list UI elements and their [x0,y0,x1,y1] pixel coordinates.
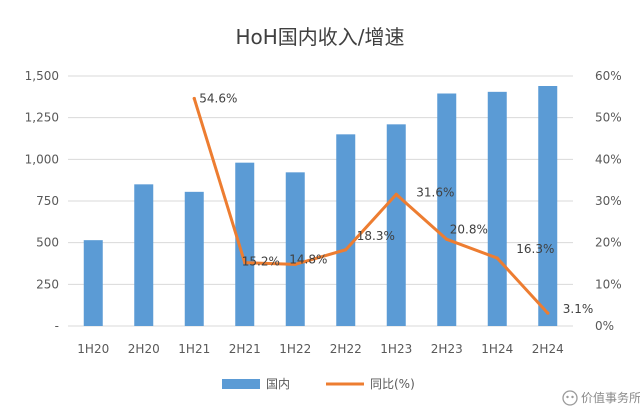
line-point [394,192,398,196]
line-path [192,97,550,315]
y-right-tick-label: 10% [595,277,622,291]
legend-swatch-bar [222,379,260,389]
bar [538,86,558,326]
watermark-logo-eye-icon [566,395,569,399]
legend-label: 同比(%) [370,377,415,391]
chart-title: HoH国内收入/增速 [235,25,404,49]
x-tick-label: 1H21 [178,342,210,356]
y-right-tick-label: 0% [595,319,614,333]
y-left-tick-label: 250 [36,277,59,291]
line-point [344,248,348,252]
axes: -2505007501,0001,2501,5000%10%20%30%40%5… [25,69,622,356]
line-point [243,261,247,265]
x-tick-label: 2H20 [128,342,160,356]
data-label: 18.3% [357,229,395,243]
watermark-logo-icon [562,390,578,406]
x-tick-label: 2H24 [532,342,564,356]
bar [285,172,305,326]
data-label: 15.2% [242,255,280,269]
x-tick-label: 1H20 [77,342,109,356]
line-point [293,262,297,266]
data-label: 31.6% [416,185,454,199]
bar [134,184,154,326]
data-label: 54.6% [199,92,237,106]
y-right-tick-label: 30% [595,194,622,208]
x-tick-label: 1H24 [481,342,513,356]
y-right-tick-label: 50% [595,111,622,125]
line-point [445,237,449,241]
bar [336,134,356,326]
line-point [495,256,499,260]
y-left-tick-label: - [55,319,59,333]
x-tick-label: 2H21 [229,342,261,356]
watermark: 价值事务所 [562,390,640,406]
watermark-logo-eye-icon [571,395,574,399]
y-left-tick-label: 1,250 [25,111,59,125]
legend: 国内 同比(%) [222,377,415,391]
line-point [546,311,550,315]
y-left-tick-label: 750 [36,194,59,208]
bar [487,91,507,326]
bar [83,240,103,326]
y-left-tick-label: 1,500 [25,69,59,83]
y-right-tick-label: 60% [595,69,622,83]
y-left-tick-label: 500 [36,236,59,250]
x-tick-label: 1H23 [380,342,412,356]
bar [386,124,406,326]
bar [235,162,255,326]
data-label: 20.8% [450,222,488,236]
data-label: 16.3% [516,242,554,256]
bar [184,191,204,326]
data-label: 14.8% [289,252,327,266]
data-labels: 54.6% 15.2% 14.8% 18.3% 31.6% 20.8% 16.3% 3.1% [199,92,593,317]
data-label: 3.1% [563,302,594,316]
x-tick-label: 1H22 [279,342,311,356]
line-series [192,96,550,315]
x-tick-label: 2H23 [431,342,463,356]
y-right-tick-label: 20% [595,236,622,250]
y-right-tick-label: 40% [595,152,622,166]
bar-series [83,86,558,326]
watermark-text: 价值事务所 [581,390,640,405]
line-point [192,96,196,101]
legend-label: 国内 [266,377,290,391]
bar [437,93,457,326]
y-left-tick-label: 1,000 [25,152,59,166]
x-tick-label: 2H22 [330,342,362,356]
